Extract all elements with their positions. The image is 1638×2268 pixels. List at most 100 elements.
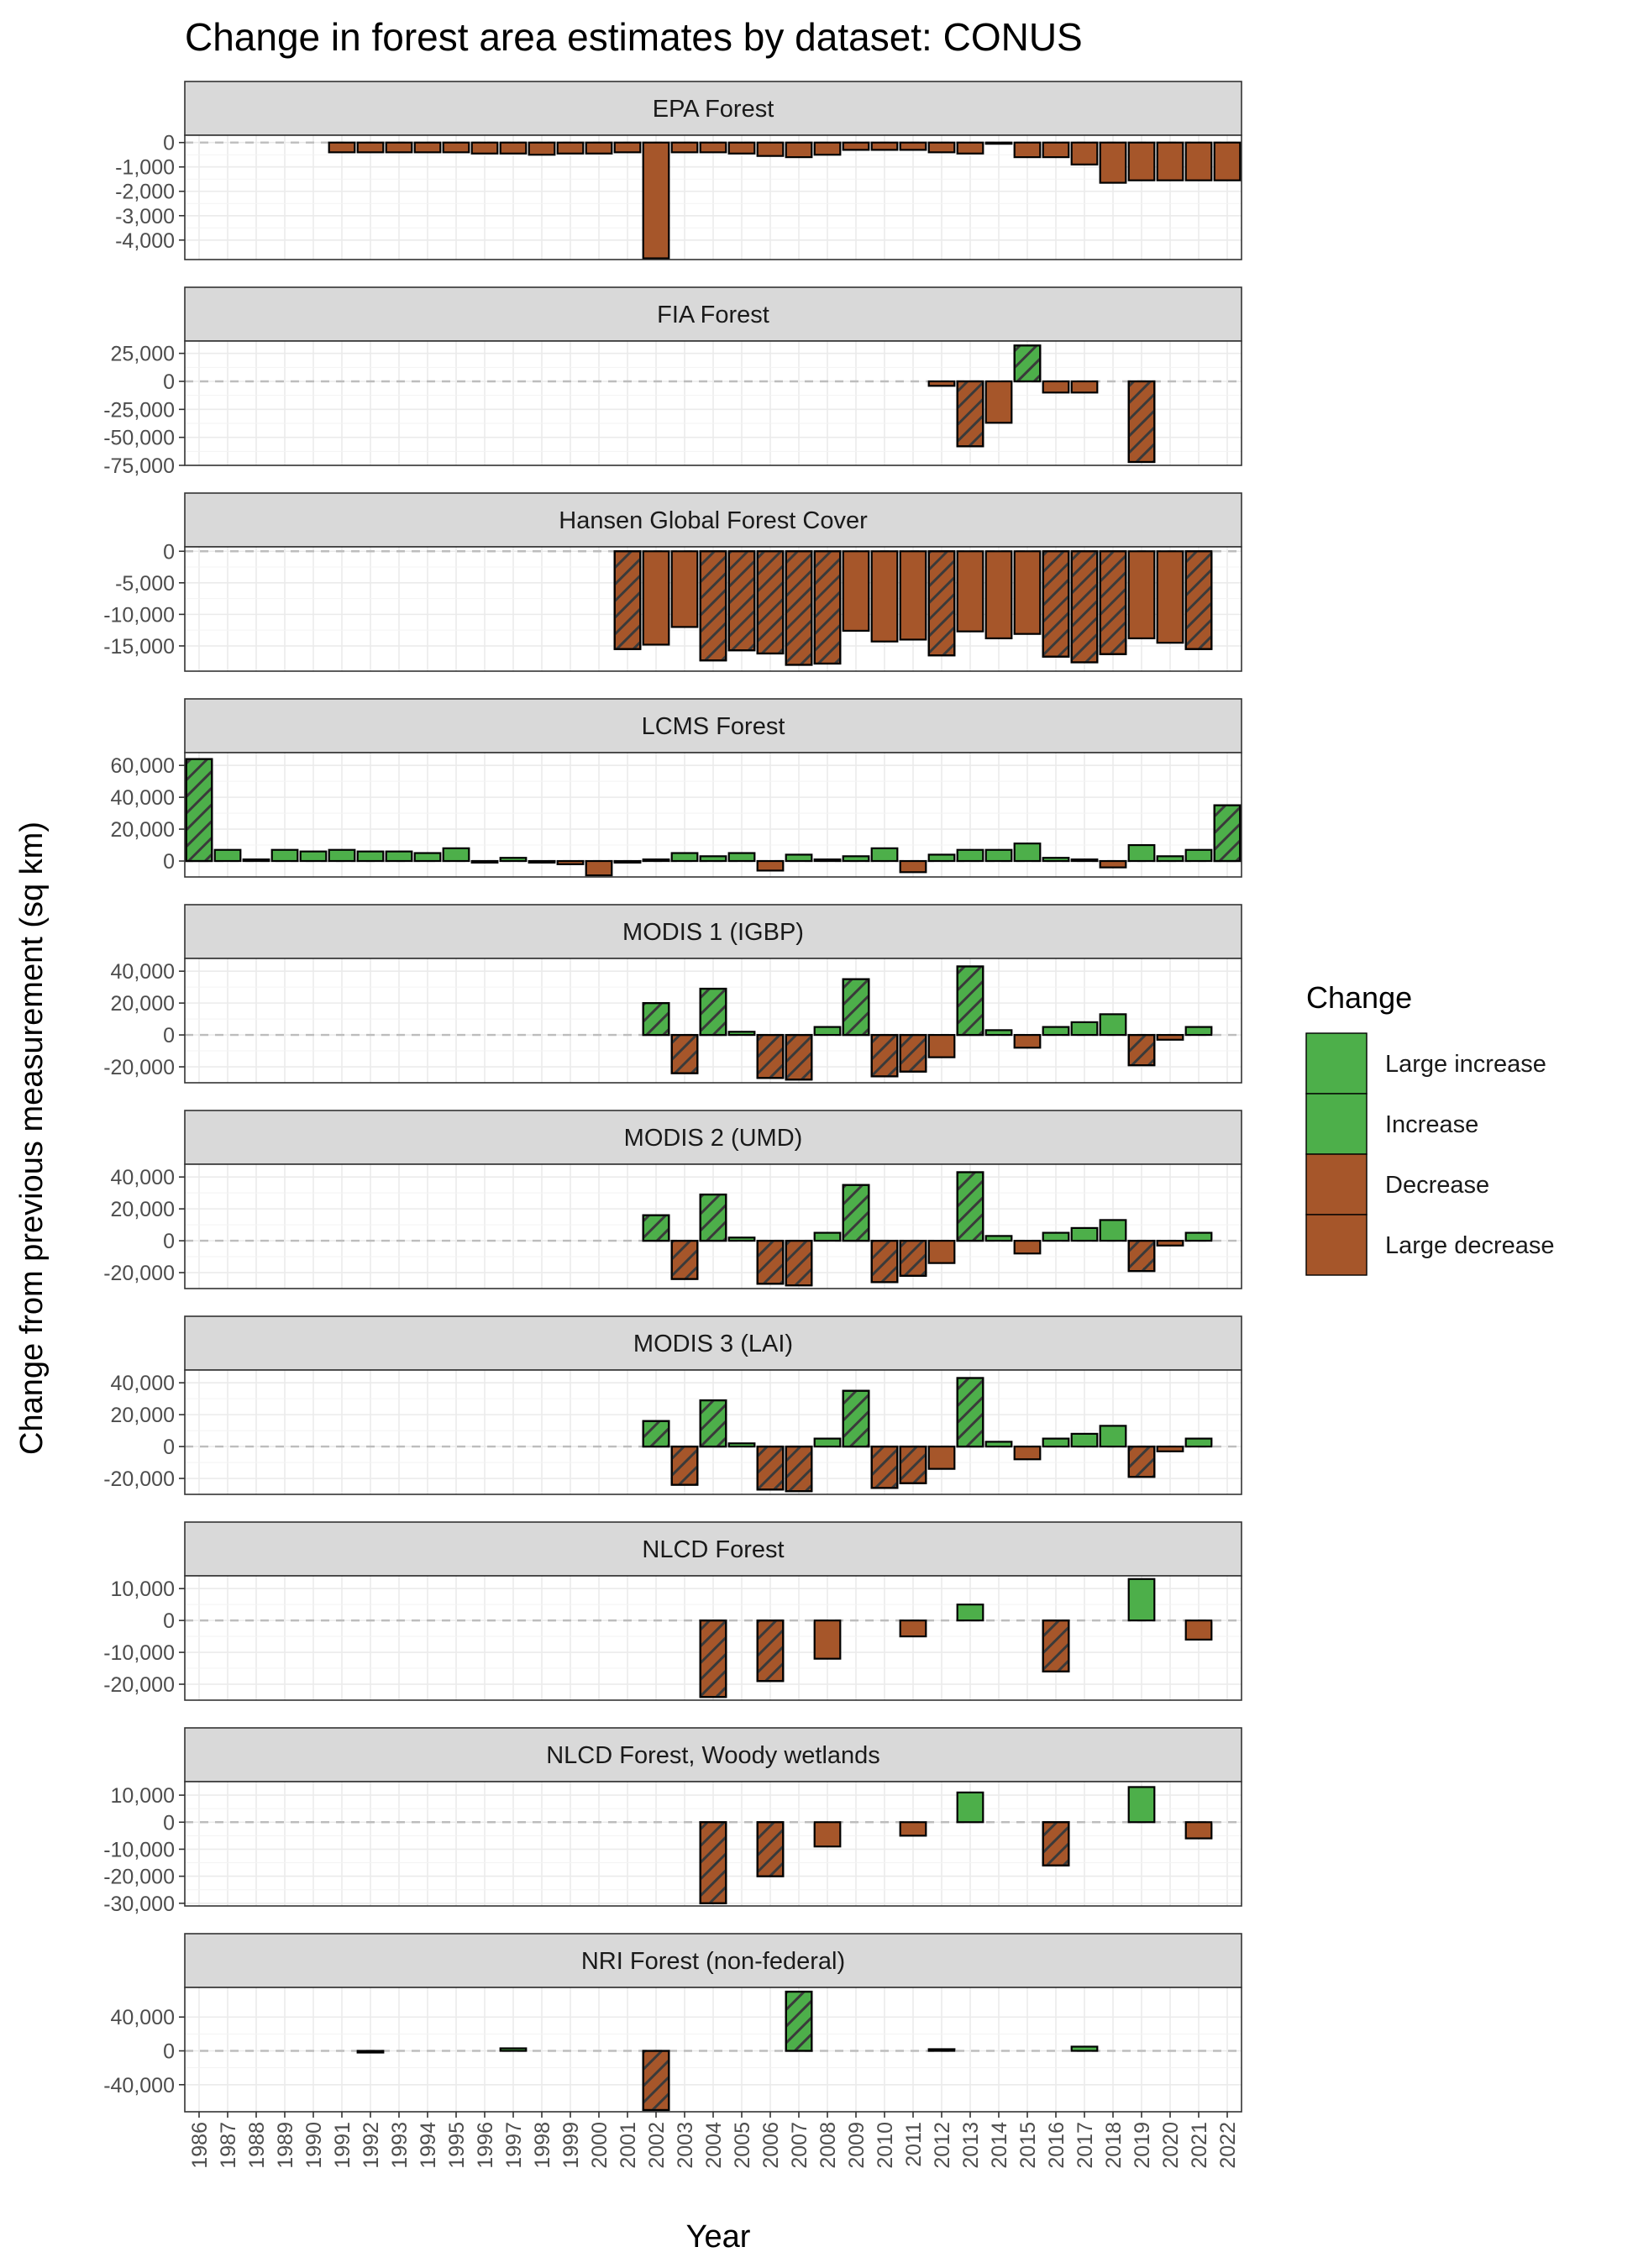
bar-nlcd-forest-2021 — [1184, 1620, 1213, 1641]
bar-lcms-forest-2008 — [813, 858, 842, 863]
bar-hatch-hansen-global-forest-cover-2004 — [700, 551, 727, 661]
panel-bars — [642, 1171, 1213, 1287]
legend: Change Large increase Increase Decrease Lar… — [1305, 980, 1555, 1276]
bar-lcms-forest-2004 — [699, 855, 727, 863]
y-tick-label: 0 — [163, 132, 175, 155]
bar-epa-forest-2019 — [1127, 141, 1156, 181]
bar-outline-modis-3-lai-2006 — [756, 1445, 785, 1491]
bar-hatch-hansen-global-forest-cover-2006 — [757, 551, 784, 654]
y-tick-label: 0 — [163, 1811, 175, 1835]
legend-key — [1305, 1032, 1368, 1095]
bar-outline-modis-2-umd-2004 — [699, 1193, 727, 1242]
bar-epa-forest-2001 — [613, 141, 642, 154]
panel-strip-label: NLCD Forest, Woody wetlands — [546, 1742, 880, 1769]
bar-hatch-modis-3-lai-2006 — [757, 1446, 784, 1490]
y-tick-label: 40,000 — [111, 1372, 175, 1395]
legend-item-decrease: Decrease — [1305, 1153, 1489, 1215]
bar-nri-forest-non-federal-2012 — [927, 2048, 956, 2052]
bar-hatch-modis-3-lai-2004 — [700, 1400, 727, 1447]
x-tick-label: 2016 — [1045, 2122, 1068, 2169]
bar-hatch-fia-forest-2013 — [957, 381, 984, 447]
bar-epa-forest-2000 — [585, 141, 613, 155]
bar-hansen-global-forest-cover-2019 — [1127, 550, 1156, 640]
y-tick-label: 20,000 — [111, 992, 175, 1016]
x-tick-label: 2014 — [988, 2122, 1011, 2169]
bar-outline-modis-3-lai-2002 — [642, 1420, 670, 1448]
y-tick-label: 0 — [163, 1609, 175, 1633]
bar-hatch-nri-forest-non-federal-2007 — [785, 1992, 812, 2051]
bar-epa-forest-2004 — [699, 141, 727, 154]
panel-nri-forest-non-federal: NRI Forest (non-federal) 40,000 0 -40,000 — [103, 1933, 1242, 2113]
bar-hatch-hansen-global-forest-cover-2017 — [1071, 551, 1098, 663]
bar-hatch-lcms-forest-1986 — [186, 759, 213, 862]
bar-modis-3-lai-2008 — [813, 1437, 842, 1448]
y-tick-label: -2,000 — [115, 181, 175, 204]
bar-outline-modis-3-lai-2003 — [670, 1445, 699, 1486]
bar-hatch-modis-3-lai-2011 — [900, 1446, 927, 1483]
bar-lcms-forest-2005 — [727, 852, 756, 863]
legend-label: Increase — [1385, 1111, 1478, 1138]
bar-fia-forest-2014 — [984, 380, 1013, 424]
x-axis-title: Year — [686, 2219, 751, 2255]
bar-lcms-forest-1993 — [385, 850, 413, 863]
bar-epa-forest-1994 — [413, 141, 442, 154]
panel-border — [184, 1369, 1242, 1495]
bar-lcms-forest-2016 — [1042, 857, 1070, 863]
bar-outline-modis-3-lai-2019 — [1127, 1445, 1156, 1478]
bar-lcms-forest-2010 — [870, 847, 899, 863]
bar-lcms-forest-1995 — [442, 847, 470, 863]
panel-strip-label: FIA Forest — [657, 302, 769, 328]
bar-lcms-forest-2011 — [899, 859, 927, 874]
panel-nlcd-forest-woody-wetlands: NLCD Forest, Woody wetlands 10,000 0 -10,00… — [103, 1727, 1242, 1916]
y-axis-title: Change from previous measurement (sq km) — [14, 822, 50, 1455]
y-tick-label: 0 — [163, 850, 175, 874]
bar-epa-forest-2011 — [899, 141, 927, 151]
bar-epa-forest-1995 — [442, 141, 470, 154]
bar-hatch-nlcd-forest-woody-wetlands-2006 — [757, 1822, 784, 1877]
x-tick-label: 2010 — [874, 2122, 897, 2169]
bar-modis-1-igbp-2017 — [1070, 1021, 1099, 1037]
x-tick-label: 2020 — [1159, 2122, 1183, 2169]
bar-lcms-forest-1990 — [299, 850, 328, 863]
bar-hatch-nlcd-forest-2016 — [1042, 1620, 1069, 1672]
bar-fia-forest-2017 — [1070, 380, 1099, 394]
bar-hatch-modis-1-igbp-2006 — [757, 1035, 784, 1079]
bar-lcms-forest-2009 — [842, 855, 870, 863]
panel-bars — [328, 141, 1242, 260]
bar-hatch-modis-2-umd-2007 — [785, 1241, 812, 1286]
x-tick-label: 1998 — [531, 2122, 554, 2169]
bar-outline-modis-2-umd-2007 — [785, 1239, 813, 1287]
bar-outline-modis-1-igbp-2006 — [756, 1033, 785, 1079]
panel-strip-label: Hansen Global Forest Cover — [559, 507, 868, 534]
bar-lcms-forest-2017 — [1070, 858, 1099, 863]
x-tick-label: 2009 — [845, 2122, 869, 2169]
y-tick-label: 20,000 — [111, 818, 175, 842]
bar-hansen-global-forest-cover-2009 — [842, 550, 870, 633]
panel-strip — [184, 1521, 1242, 1577]
y-tick-label: -20,000 — [103, 1673, 175, 1697]
bar-outline-lcms-forest-1986 — [185, 758, 213, 863]
bar-epa-forest-2007 — [785, 141, 813, 159]
y-tick-label: 20,000 — [111, 1198, 175, 1221]
bar-epa-forest-2017 — [1070, 141, 1099, 165]
bar-hatch-modis-2-umd-2013 — [957, 1172, 984, 1242]
bar-lcms-forest-2013 — [956, 848, 984, 863]
bar-lcms-forest-2000 — [585, 859, 613, 877]
bar-epa-forest-2008 — [813, 141, 842, 156]
y-tick-label: -25,000 — [103, 398, 175, 422]
bar-hansen-global-forest-cover-2003 — [670, 550, 699, 628]
bar-outline-hansen-global-forest-cover-2016 — [1042, 550, 1070, 658]
x-tick-label: 1994 — [417, 2122, 440, 2169]
y-tick-label: -5,000 — [115, 572, 175, 596]
panel-lcms-forest: LCMS Forest 0 20,000 40,000 60,000 — [111, 698, 1242, 878]
bar-hatch-hansen-global-forest-cover-2001 — [614, 551, 641, 649]
x-tick-label: 1990 — [302, 2122, 326, 2169]
bar-lcms-forest-2003 — [670, 852, 699, 863]
x-tick-label: 2007 — [788, 2122, 811, 2169]
bar-epa-forest-2013 — [956, 141, 984, 155]
panel-bars — [699, 1578, 1213, 1698]
bar-epa-forest-2012 — [927, 141, 956, 154]
x-tick-label: 2001 — [617, 2122, 640, 2169]
bar-lcms-forest-2015 — [1013, 843, 1042, 863]
bar-hatch-modis-3-lai-2009 — [843, 1390, 869, 1447]
